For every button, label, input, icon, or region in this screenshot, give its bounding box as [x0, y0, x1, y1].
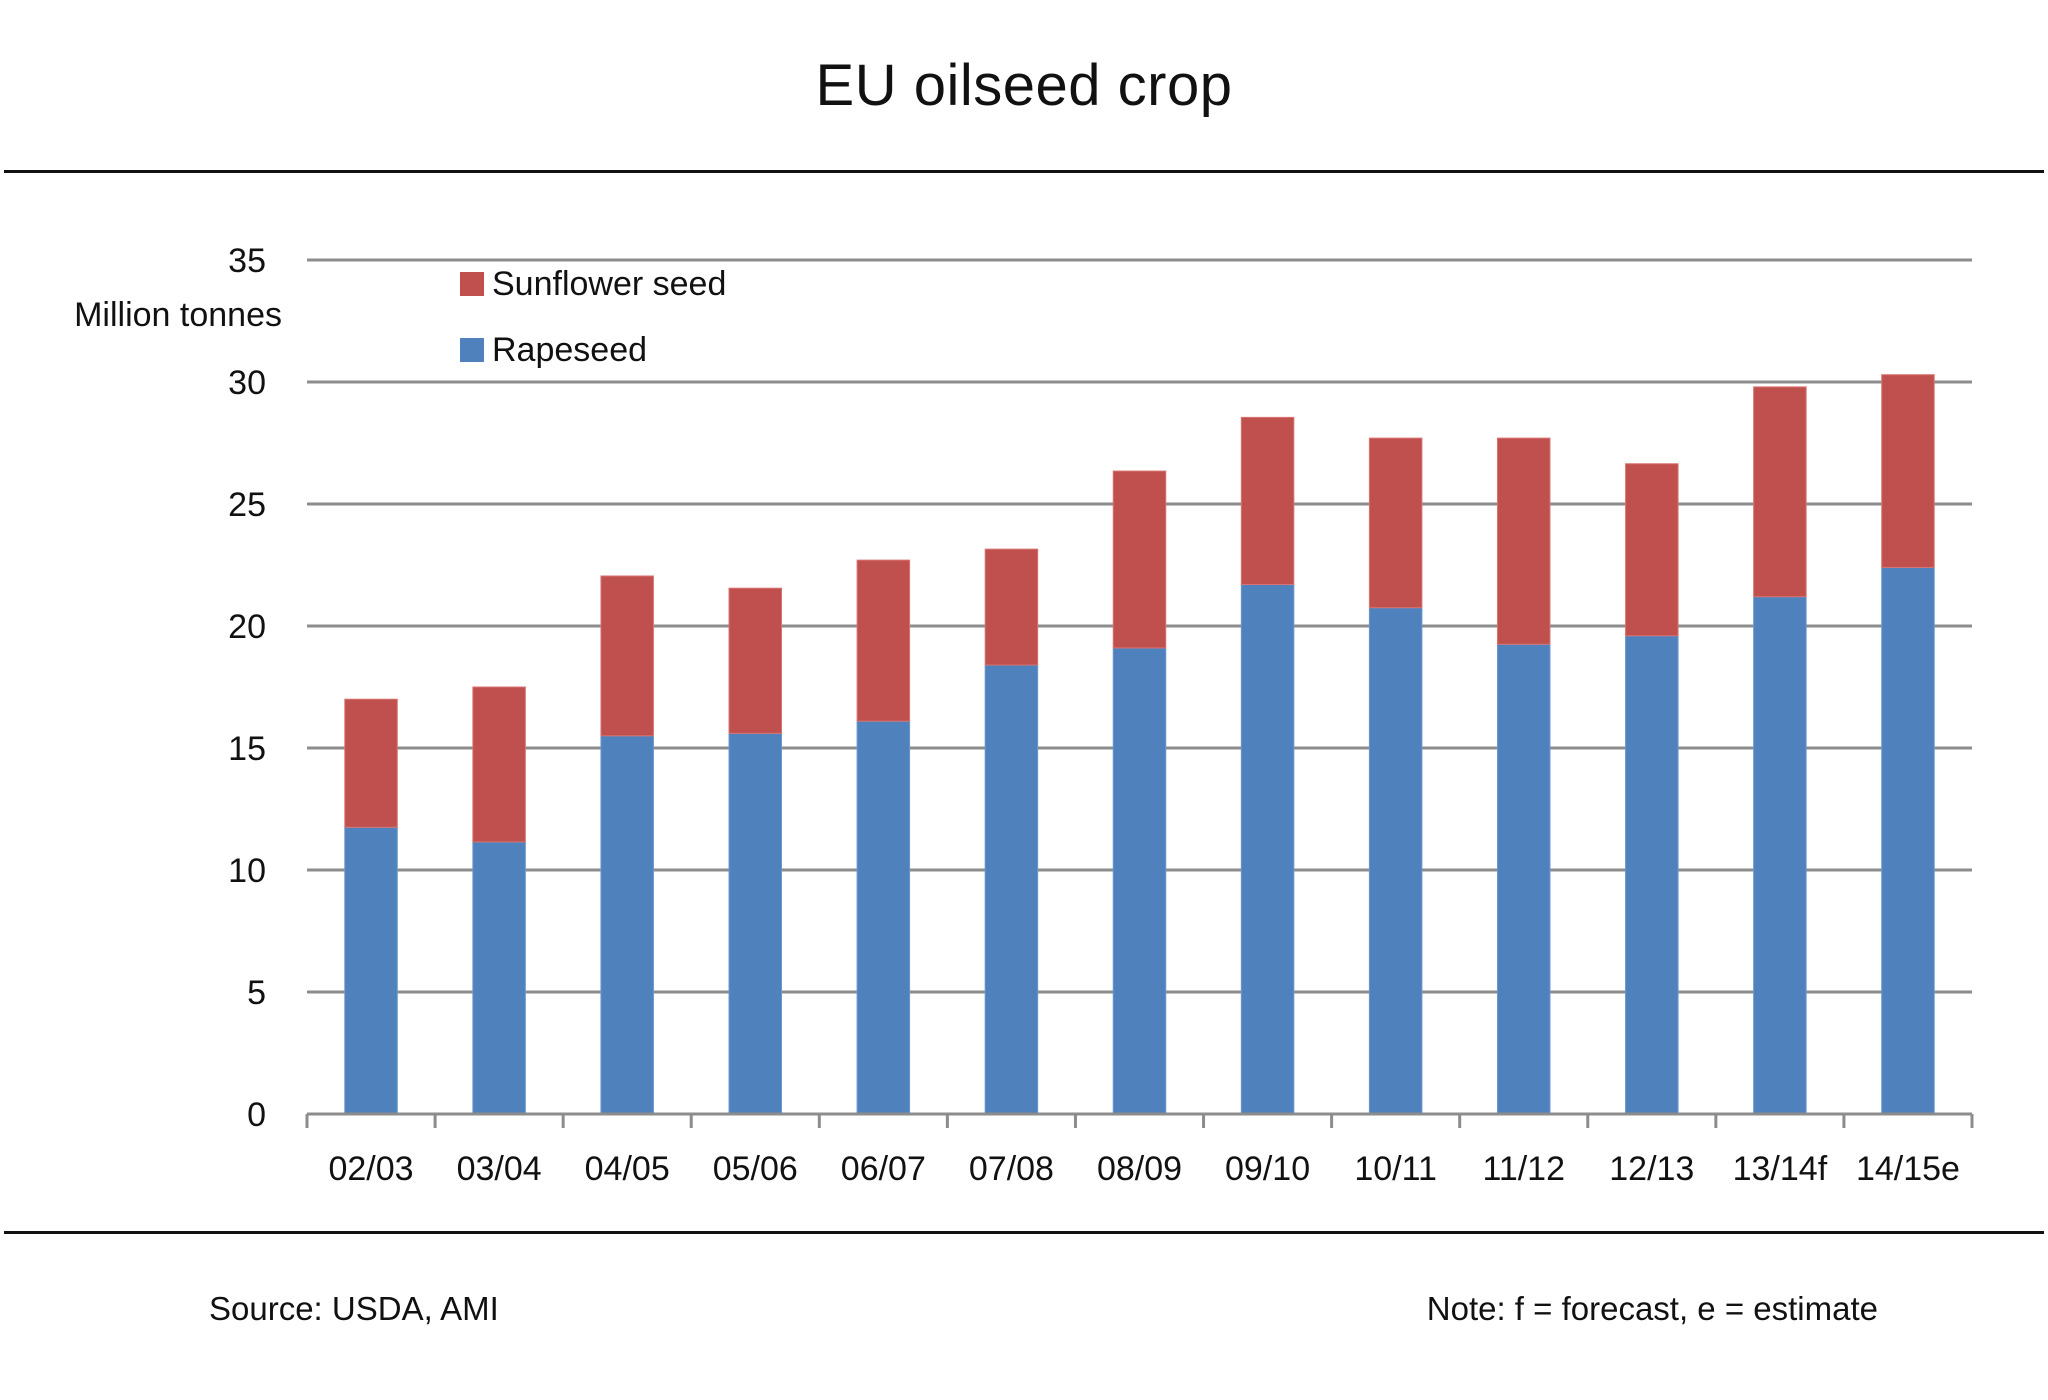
y-tick-label: 15 — [228, 730, 266, 768]
x-tick-label: 03/04 — [457, 1150, 542, 1188]
x-tick-label: 04/05 — [585, 1150, 670, 1188]
bar-segment-sunflower-seed — [600, 575, 654, 737]
y-tick-label: 5 — [247, 974, 266, 1012]
x-tick-label: 14/15e — [1856, 1150, 1960, 1188]
bar-segment-sunflower-seed — [344, 698, 398, 828]
x-tick-label: 05/06 — [713, 1150, 798, 1188]
bar-segment-sunflower-seed — [1368, 437, 1423, 609]
x-tick-label: 02/03 — [328, 1150, 413, 1188]
top-divider — [4, 170, 2044, 173]
bars — [344, 374, 1935, 1115]
bar-segment-sunflower-seed — [1881, 374, 1935, 568]
bar-segment-rapeseed — [1881, 566, 1935, 1115]
bar-segment-sunflower-seed — [728, 587, 783, 734]
x-tick-label: 10/11 — [1354, 1150, 1437, 1188]
bar-segment-rapeseed — [1112, 647, 1167, 1115]
bar-segment-sunflower-seed — [1240, 416, 1295, 586]
bar-segment-rapeseed — [984, 664, 1039, 1115]
x-tick-label: 09/10 — [1225, 1150, 1310, 1188]
bar-segment-rapeseed — [344, 826, 398, 1115]
bar-segment-rapeseed — [1240, 584, 1295, 1115]
y-tick-label: 25 — [228, 486, 266, 524]
legend-swatch-sunflower-seed — [460, 272, 484, 296]
x-axis-tick-labels: 02/03 03/04 04/05 05/06 06/07 07/08 08/09 09/10… — [328, 1150, 1959, 1188]
bar-segment-rapeseed — [856, 720, 911, 1115]
bar-segment-rapeseed — [1496, 643, 1551, 1115]
x-tick-label: 08/09 — [1097, 1150, 1182, 1188]
bar-segment-sunflower-seed — [1112, 470, 1167, 649]
y-tick-label: 30 — [228, 364, 266, 402]
bar-segment-rapeseed — [1368, 607, 1423, 1115]
chart-title: EU oilseed crop — [815, 53, 1233, 118]
y-tick-label: 35 — [228, 242, 266, 280]
x-axis — [305, 1112, 1974, 1128]
y-tick-label: 10 — [228, 852, 266, 890]
y-tick-label: 20 — [228, 608, 266, 646]
bar-segment-sunflower-seed — [856, 559, 911, 722]
bar-segment-rapeseed — [1625, 635, 1679, 1115]
legend-label: Sunflower seed — [492, 265, 726, 303]
x-tick-label: 11/12 — [1482, 1150, 1565, 1188]
source-note: Source: USDA, AMI — [209, 1290, 499, 1327]
bar-segment-rapeseed — [600, 735, 654, 1115]
gridlines — [307, 258, 1972, 994]
x-tick-label: 06/07 — [841, 1150, 926, 1188]
bar-segment-sunflower-seed — [1625, 463, 1679, 637]
bar-segment-rapeseed — [472, 841, 526, 1115]
legend: Sunflower seed Rapeseed — [460, 265, 726, 369]
legend-label: Rapeseed — [492, 331, 647, 369]
bar-segment-sunflower-seed — [1753, 386, 1807, 598]
x-tick-label: 12/13 — [1609, 1150, 1694, 1188]
bar-segment-rapeseed — [1753, 596, 1807, 1115]
bar-segment-sunflower-seed — [984, 548, 1039, 666]
y-axis-label: Million tonnes — [74, 296, 282, 334]
x-tick-label: 13/14f — [1733, 1150, 1828, 1188]
legend-swatch-rapeseed — [460, 338, 484, 362]
bottom-divider — [4, 1231, 2044, 1234]
bar-segment-rapeseed — [728, 732, 783, 1115]
bar-segment-sunflower-seed — [472, 686, 526, 843]
y-axis-tick-labels: 0 5 10 15 20 25 30 35 — [228, 242, 266, 1134]
footnote: Note: f = forecast, e = estimate — [1426, 1290, 1878, 1327]
bar-segment-sunflower-seed — [1496, 437, 1551, 645]
y-tick-label: 0 — [247, 1096, 266, 1134]
x-tick-label: 07/08 — [969, 1150, 1054, 1188]
